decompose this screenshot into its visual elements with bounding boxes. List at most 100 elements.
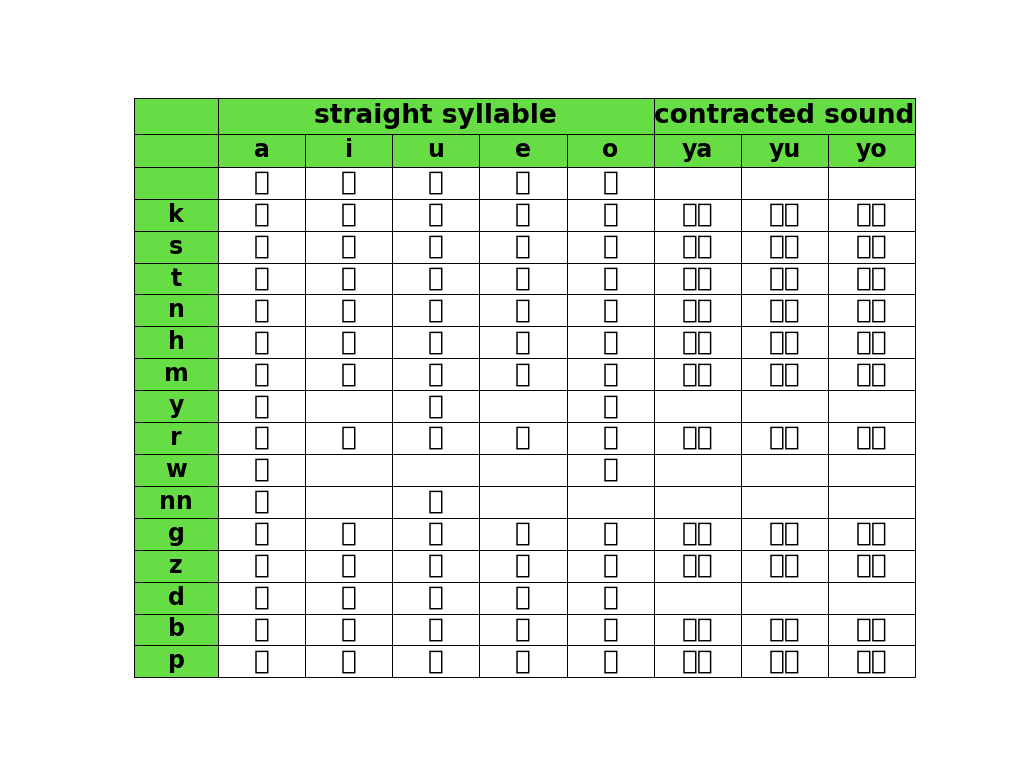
- Bar: [741, 454, 828, 486]
- Bar: [741, 518, 828, 550]
- Text: ン: ン: [254, 489, 269, 515]
- Bar: [741, 581, 828, 614]
- Text: デ: デ: [515, 584, 531, 611]
- Text: キョ: キョ: [856, 202, 888, 227]
- Bar: [654, 454, 741, 486]
- Text: ツ: ツ: [428, 266, 443, 292]
- Bar: [392, 326, 479, 359]
- Bar: [479, 486, 566, 518]
- Text: ブ: ブ: [428, 617, 443, 643]
- Text: ビュ: ビュ: [769, 617, 801, 643]
- Bar: [218, 550, 305, 581]
- Text: ド: ド: [602, 584, 618, 611]
- Bar: [479, 550, 566, 581]
- Text: ビョ: ビョ: [856, 617, 888, 643]
- Text: フ: フ: [428, 329, 443, 356]
- Bar: [741, 550, 828, 581]
- Bar: [218, 645, 305, 677]
- Bar: [828, 359, 915, 390]
- Bar: [218, 167, 305, 199]
- Text: ル: ル: [428, 425, 443, 451]
- Bar: [828, 454, 915, 486]
- Bar: [566, 645, 654, 677]
- Text: ケ: ケ: [515, 202, 531, 227]
- Bar: [479, 422, 566, 454]
- Bar: [654, 550, 741, 581]
- Text: ズ: ズ: [428, 553, 443, 578]
- Bar: [392, 645, 479, 677]
- Text: n: n: [168, 299, 184, 323]
- Bar: [654, 581, 741, 614]
- Bar: [305, 581, 392, 614]
- Text: レ: レ: [515, 425, 531, 451]
- Bar: [218, 422, 305, 454]
- Text: ソ: ソ: [602, 233, 618, 260]
- Text: ニョ: ニョ: [856, 297, 888, 323]
- Bar: [218, 518, 305, 550]
- Text: チ: チ: [341, 266, 356, 292]
- Text: ダ: ダ: [254, 584, 269, 611]
- Bar: [479, 359, 566, 390]
- Bar: [741, 486, 828, 518]
- Text: ミョ: ミョ: [856, 361, 888, 387]
- Text: リ: リ: [341, 425, 356, 451]
- Bar: [828, 614, 915, 645]
- Bar: [134, 645, 218, 677]
- Text: バ: バ: [254, 617, 269, 643]
- Bar: [479, 199, 566, 230]
- Text: リュ: リュ: [769, 425, 801, 451]
- Bar: [218, 230, 305, 263]
- Bar: [741, 134, 828, 167]
- Text: キ: キ: [341, 202, 356, 227]
- Bar: [305, 230, 392, 263]
- Text: オ: オ: [602, 170, 618, 196]
- Bar: [392, 359, 479, 390]
- Text: ヤ: ヤ: [254, 393, 269, 419]
- Text: ベ: ベ: [515, 617, 531, 643]
- Bar: [479, 230, 566, 263]
- Bar: [566, 199, 654, 230]
- Bar: [741, 390, 828, 422]
- Bar: [741, 645, 828, 677]
- Bar: [392, 581, 479, 614]
- Bar: [741, 263, 828, 294]
- Bar: [134, 294, 218, 326]
- Text: ピョ: ピョ: [856, 648, 888, 674]
- Bar: [654, 167, 741, 199]
- Bar: [305, 645, 392, 677]
- Bar: [654, 645, 741, 677]
- Bar: [305, 294, 392, 326]
- Text: キャ: キャ: [682, 202, 714, 227]
- Text: k: k: [168, 203, 184, 227]
- Text: グ: グ: [428, 521, 443, 547]
- Text: ホ: ホ: [602, 329, 618, 356]
- Bar: [828, 550, 915, 581]
- Bar: [134, 134, 218, 167]
- Bar: [218, 199, 305, 230]
- Text: p: p: [168, 650, 184, 674]
- Bar: [218, 326, 305, 359]
- Bar: [305, 167, 392, 199]
- Text: ジ: ジ: [341, 553, 356, 578]
- Text: ネ: ネ: [515, 297, 531, 323]
- Bar: [392, 167, 479, 199]
- Bar: [218, 134, 305, 167]
- Bar: [218, 581, 305, 614]
- Bar: [218, 359, 305, 390]
- Text: ム: ム: [428, 361, 443, 387]
- Text: h: h: [168, 330, 184, 354]
- Bar: [828, 134, 915, 167]
- Text: マ: マ: [254, 361, 269, 387]
- Text: ヲ: ヲ: [602, 457, 618, 483]
- Text: ya: ya: [682, 138, 713, 162]
- Text: チャ: チャ: [682, 266, 714, 292]
- Bar: [134, 98, 218, 134]
- Text: ヨ: ヨ: [602, 393, 618, 419]
- Bar: [305, 422, 392, 454]
- Text: プ: プ: [428, 648, 443, 674]
- Text: コ: コ: [602, 202, 618, 227]
- Bar: [479, 614, 566, 645]
- Text: ビ: ビ: [341, 617, 356, 643]
- Bar: [134, 167, 218, 199]
- Text: リャ: リャ: [682, 425, 714, 451]
